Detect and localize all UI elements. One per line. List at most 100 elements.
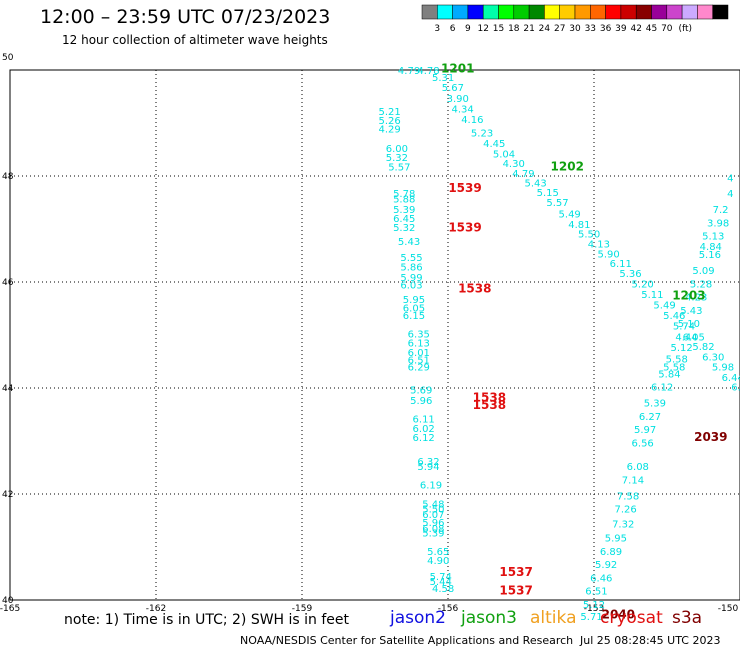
- wave-height-value: 5.86: [400, 262, 422, 273]
- wave-height-value: 6.08: [627, 462, 649, 473]
- wave-height-value: 6.01: [408, 348, 430, 359]
- colorbar-swatch: [712, 4, 729, 20]
- pass-time-label: 1202: [551, 160, 584, 174]
- wave-height-value: 6.02: [413, 424, 435, 435]
- legend-cryosat: cryosat: [600, 608, 663, 628]
- wave-height-value: 5.82: [692, 342, 714, 353]
- x-tick-label: -162: [146, 604, 166, 614]
- footer-generated-date: Jul 25 08:28:45 UTC 2023: [580, 634, 721, 647]
- wave-height-value: 6.41: [731, 383, 740, 394]
- legend-s3a: s3a: [672, 608, 703, 628]
- wave-height-value: 6.32: [417, 457, 439, 468]
- wave-height-value: 6.19: [420, 481, 442, 492]
- x-tick-label: -156: [438, 604, 459, 614]
- wave-height-value: 5.49: [559, 209, 581, 220]
- colorbar-label: 33: [585, 24, 596, 34]
- wave-height-value: 5.46: [663, 311, 685, 322]
- wave-height-value: 5.58: [663, 363, 685, 374]
- wave-height-value: 5.96: [410, 396, 432, 407]
- pass-time-label: 1537: [499, 565, 532, 579]
- colorbar-swatch: [513, 4, 530, 20]
- wave-height-value: 5.09: [692, 266, 714, 277]
- wave-height-value: 4.79: [512, 169, 534, 180]
- colorbar-label: 39: [615, 24, 627, 34]
- wave-height-value: 5.57: [546, 198, 568, 209]
- wave-height-value: 5.92: [595, 560, 617, 571]
- wave-height-value: 6.13: [408, 339, 430, 350]
- colorbar-unit: (ft): [678, 24, 692, 34]
- wave-height-value: 5.32: [393, 223, 415, 234]
- wave-height-value: 5.90: [597, 250, 619, 261]
- pass-time-label: 1201: [441, 62, 474, 76]
- wave-height-value: 6.08: [422, 524, 444, 535]
- y-tick-label: 48: [2, 172, 14, 182]
- wave-height-value: 5.71: [580, 612, 602, 623]
- pass-time-label: 2039: [694, 430, 727, 444]
- wave-height-value: 6.00: [386, 144, 408, 155]
- plot-frame: [9, 69, 740, 601]
- wave-height-value: 6.11: [413, 414, 435, 425]
- colorbar-label: 9: [465, 24, 471, 34]
- wave-height-value: 4.58: [432, 584, 454, 595]
- wave-height-value: 5.67: [442, 83, 464, 94]
- wave-height-value: 5.31: [432, 73, 454, 84]
- colorbar-label: 24: [539, 24, 551, 34]
- pass-time-label: 1537: [499, 584, 532, 598]
- pass-time-label: 1538: [473, 390, 506, 404]
- pass-time-label: 1203: [672, 288, 705, 302]
- wave-height-value: 6.35: [408, 330, 430, 341]
- wave-height-value: 7.26: [615, 505, 637, 516]
- colorbar-label: 70: [661, 24, 673, 34]
- wave-height-value: 6.46: [590, 573, 612, 584]
- colorbar-swatch: [559, 4, 576, 20]
- footer-credit: NOAA/NESDIS Center for Satellite Applica…: [240, 634, 574, 647]
- wave-height-value: 5.12: [670, 343, 692, 354]
- colorbar-swatch: [666, 4, 683, 20]
- wave-height-value: 4.84: [700, 242, 722, 253]
- colorbar-swatch: [544, 4, 560, 20]
- colorbar-label: 6: [450, 24, 456, 34]
- wave-height-value: 5.10: [678, 319, 700, 330]
- colorbar-label: 27: [554, 24, 565, 34]
- wave-height-value: 5.58: [666, 355, 688, 366]
- colorbar-swatch: [498, 4, 515, 20]
- y-tick-label: 46: [2, 278, 14, 288]
- wave-height-value: 5.28: [690, 279, 712, 290]
- colorbar: 3 6 9 12 15 18 21 24 27 30 33 36 39 42 45 70 (ft): [421, 4, 729, 34]
- wave-height-value: 6.51: [585, 587, 607, 598]
- wave-height-value: 6.03: [400, 280, 422, 291]
- wave-height-value: 4.79: [398, 66, 420, 77]
- colorbar-label: 42: [630, 24, 641, 34]
- wave-height-value: 6.27: [639, 412, 661, 423]
- wave-height-values: 4.794.785.315.673.904.344.165.234.455.04…: [378, 66, 740, 623]
- x-tick-label: -159: [292, 604, 313, 614]
- colorbar-label: 3: [434, 24, 440, 34]
- wave-height-value: 5.74: [430, 572, 452, 583]
- wave-height-value: 4.13: [588, 240, 610, 251]
- legend-jason2: jason2: [390, 608, 446, 628]
- wave-height-value: 5.39: [393, 205, 415, 216]
- footer-note: note: 1) Time is in UTC; 2) SWH is in fe…: [64, 612, 350, 628]
- wave-height-value: 4.30: [503, 159, 525, 170]
- colorbar-label: 45: [646, 24, 657, 34]
- colorbar-swatch: [574, 4, 591, 20]
- wave-height-value: 7.32: [612, 519, 634, 530]
- wave-height-value: 6.11: [610, 259, 632, 270]
- colorbar-swatch: [467, 4, 484, 20]
- wave-height-value: 5.65: [427, 547, 449, 558]
- wave-height-value: 4.90: [427, 556, 449, 567]
- wave-height-value: 5.11: [641, 290, 663, 301]
- pass-time-label: 1539: [448, 181, 481, 195]
- wave-height-value: 4.29: [378, 125, 400, 136]
- wave-height-value: 7.58: [617, 491, 639, 502]
- colorbar-label: 12: [477, 24, 488, 34]
- y-tick-label: 40: [2, 596, 14, 606]
- wave-height-value: 5.98: [712, 363, 734, 374]
- wave-height-value: 6.05: [683, 332, 705, 343]
- wave-height-value: 5.43: [398, 237, 420, 248]
- wave-height-value: 5.55: [400, 253, 422, 264]
- wave-height-value: 5.97: [634, 425, 656, 436]
- colorbar-swatch: [635, 4, 652, 20]
- x-tick-label: -153: [584, 604, 604, 614]
- wave-height-value: 5.95: [403, 295, 425, 306]
